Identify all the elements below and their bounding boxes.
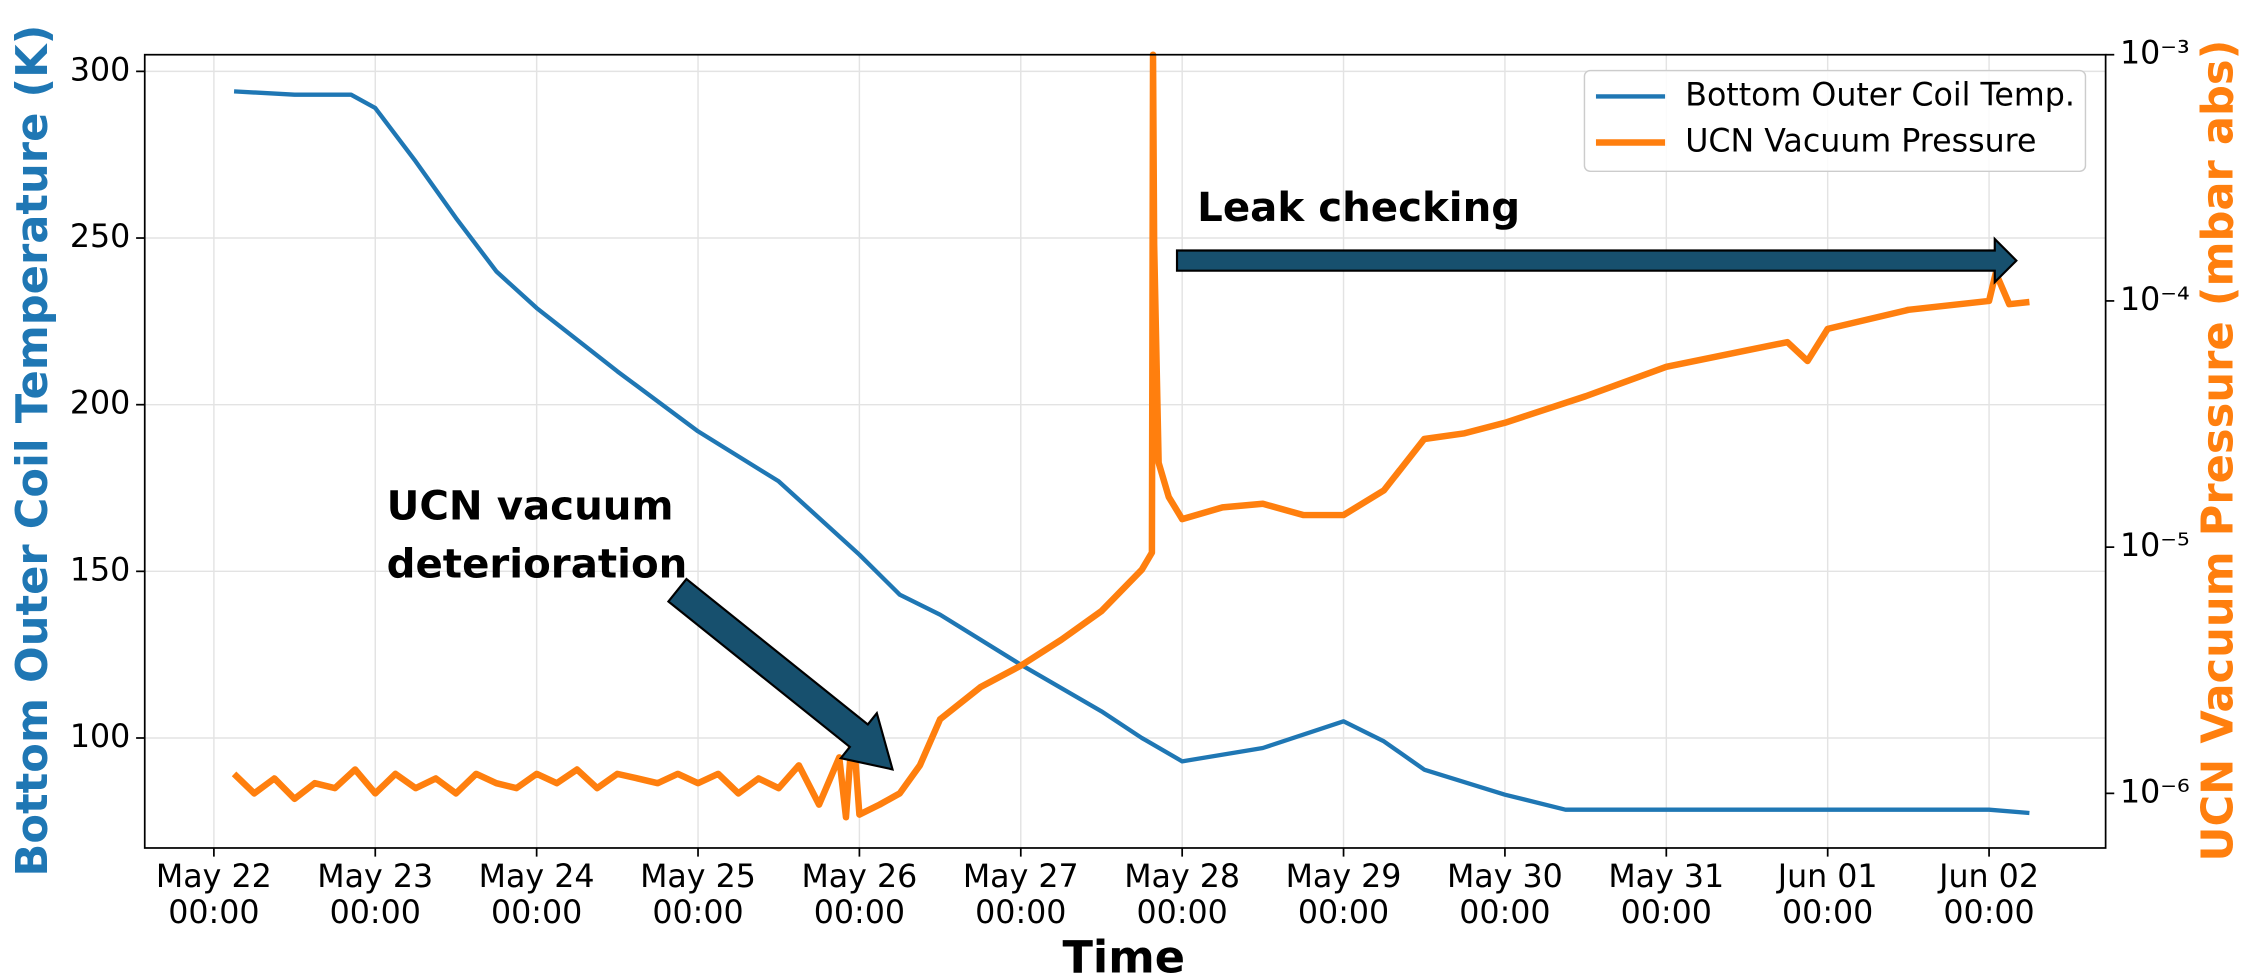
y2-tick-label: 10⁻⁶ (2120, 774, 2190, 810)
legend-box (1583, 69, 2087, 173)
y2-tick-label: 10⁻³ (2120, 36, 2190, 72)
x-tick-label-box: May 28 00:00 (1124, 859, 1241, 932)
x-tick-label: May 24 00:00 (478, 859, 595, 932)
lines (231, 51, 2030, 821)
y-tick-label: 150 (70, 552, 130, 588)
x-tick-label-box: May 29 00:00 (1285, 859, 1402, 932)
x-tick-label: May 23 00:00 (317, 859, 434, 932)
x-tick-label: Jun 02 00:00 (1939, 859, 2039, 932)
x-tick-label-box: May 23 00:00 (317, 859, 434, 932)
plot-frame (143, 53, 2107, 849)
x-tick-label: May 27 00:00 (962, 859, 1079, 932)
legend: Bottom Outer Coil Temp. UCN Vacuum Pressu… (1583, 69, 2087, 173)
y-tick-label: 300 (70, 52, 130, 88)
arrow (666, 577, 895, 771)
y2-axis-label: UCN Vacuum Pressure (mbar abs) (2193, 40, 2243, 862)
x-tick-label: May 29 00:00 (1285, 859, 1402, 932)
x-tick-label: May 25 00:00 (640, 859, 756, 932)
legend-label: UCN Vacuum Pressure (1685, 124, 2036, 160)
x-axis-label: Time (1062, 931, 1185, 979)
x-tick-label-box: May 24 00:00 (478, 859, 595, 932)
y-tick-label: 200 (70, 386, 130, 422)
annotation: Leak checking (1197, 184, 1520, 231)
x-tick-label-box: May 25 00:00 (640, 859, 756, 932)
series-line (233, 89, 2030, 816)
x-tick-label: May 22 00:00 (155, 859, 272, 932)
x-tick-label-box: Jun 02 00:00 (1939, 859, 2039, 932)
series-line (231, 51, 2030, 821)
x-tick-label-box: Jun 01 00:00 (1777, 859, 1878, 932)
arrow (1175, 236, 2018, 285)
annotation-box: UCN vacuum deterioration (386, 482, 688, 588)
x-tick-label: May 28 00:00 (1124, 859, 1241, 932)
y-tick-label: 250 (70, 219, 130, 255)
x-tick-label: May 30 00:00 (1446, 859, 1563, 932)
x-tick-label: Jun 01 00:00 (1777, 859, 1878, 932)
x-tick-label: May 26 00:00 (801, 859, 918, 932)
x-tick-label-box: May 26 00:00 (801, 859, 918, 932)
x-tick-label-box: May 22 00:00 (155, 859, 272, 932)
x-tick-label-box: May 30 00:00 (1446, 859, 1563, 932)
x-tick-label: May 31 00:00 (1608, 859, 1725, 932)
x-tick-label-box: May 27 00:00 (962, 859, 1079, 932)
x-tick-label-box: May 31 00:00 (1608, 859, 1725, 932)
y-axis-label: Bottom Outer Coil Temperature (K) (8, 25, 58, 877)
y2-tick-label: 10⁻⁴ (2120, 282, 2190, 318)
grid (144, 54, 2106, 848)
annotation: UCN vacuum deterioration (386, 482, 688, 588)
y-tick-label: 100 (70, 719, 130, 755)
legend-label: Bottom Outer Coil Temp. (1685, 77, 2075, 113)
y2-tick-label: 10⁻⁵ (2120, 528, 2190, 564)
